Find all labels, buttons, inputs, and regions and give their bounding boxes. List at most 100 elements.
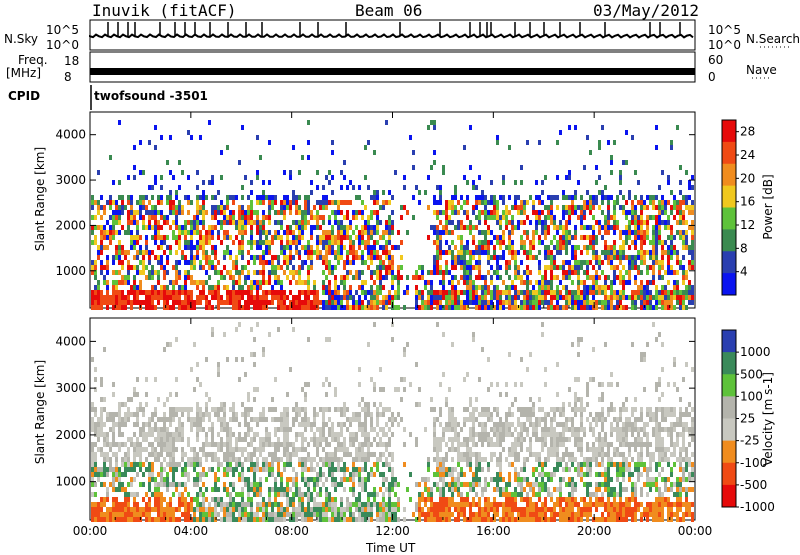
- velocity-cell: [274, 432, 277, 437]
- power-cell: [610, 300, 613, 305]
- power-cell: [373, 190, 376, 195]
- power-cell: [499, 235, 502, 240]
- velocity-cell: [370, 502, 373, 507]
- velocity-cell: [136, 502, 139, 507]
- velocity-cell: [97, 512, 100, 517]
- power-cell: [235, 280, 238, 285]
- velocity-cell: [391, 467, 394, 472]
- power-cell: [460, 305, 463, 310]
- velocity-cell: [91, 407, 94, 412]
- power-cell: [163, 220, 166, 225]
- power-cell: [340, 230, 343, 235]
- velocity-cell: [364, 452, 367, 457]
- power-cell: [682, 230, 685, 235]
- power-cell: [454, 255, 457, 260]
- power-cell: [286, 260, 289, 265]
- power-cell: [391, 285, 394, 290]
- power-cell: [394, 245, 397, 250]
- velocity-cell: [118, 482, 121, 487]
- power-cell: [190, 225, 193, 230]
- velocity-cell: [283, 412, 286, 417]
- velocity-cell: [160, 492, 163, 497]
- power-cell: [565, 235, 568, 240]
- velocity-cell: [184, 462, 187, 467]
- power-cell: [511, 220, 514, 225]
- velocity-cell: [121, 472, 124, 477]
- velocity-cell: [373, 387, 376, 392]
- velocity-cell: [388, 467, 391, 472]
- velocity-cell: [337, 457, 340, 462]
- velocity-cell: [289, 442, 292, 447]
- power-cell: [196, 185, 199, 190]
- power-cell: [457, 210, 460, 215]
- power-cell: [571, 250, 574, 255]
- power-cell: [652, 295, 655, 300]
- power-cell: [556, 205, 559, 210]
- power-cell: [370, 245, 373, 250]
- power-cell: [607, 285, 610, 290]
- power-cell: [340, 200, 343, 205]
- power-cell: [499, 300, 502, 305]
- velocity-cell: [286, 442, 289, 447]
- power-cell: [133, 265, 136, 270]
- power-cell: [187, 210, 190, 215]
- velocity-cell: [424, 497, 427, 502]
- power-cell: [649, 265, 652, 270]
- power-cell: [259, 300, 262, 305]
- power-cell: [325, 245, 328, 250]
- power-cell: [418, 295, 421, 300]
- power-cell: [442, 225, 445, 230]
- velocity-cell: [340, 497, 343, 502]
- power-cell: [379, 260, 382, 265]
- power-cell: [373, 250, 376, 255]
- power-cell: [652, 305, 655, 310]
- power-cell: [532, 230, 535, 235]
- power-cell: [313, 305, 316, 310]
- power-cell: [616, 255, 619, 260]
- velocity-cell: [133, 387, 136, 392]
- power-cell: [517, 265, 520, 270]
- velocity-cell: [394, 502, 397, 507]
- velocity-cell: [361, 512, 364, 517]
- velocity-cell: [445, 467, 448, 472]
- power-cell: [349, 220, 352, 225]
- velocity-cell: [391, 417, 394, 422]
- power-cell: [196, 225, 199, 230]
- power-cell: [628, 190, 631, 195]
- power-cell: [373, 270, 376, 275]
- power-cell: [646, 265, 649, 270]
- power-cell: [238, 275, 241, 280]
- power-cell: [541, 230, 544, 235]
- power-cell: [418, 265, 421, 270]
- power-cell: [307, 155, 310, 160]
- velocity-cell: [211, 452, 214, 457]
- power-cell: [238, 270, 241, 275]
- velocity-cell: [259, 467, 262, 472]
- power-cell: [565, 230, 568, 235]
- power-cell: [664, 200, 667, 205]
- power-cell: [445, 295, 448, 300]
- power-cell: [415, 295, 418, 300]
- power-cell: [571, 200, 574, 205]
- velocity-cell: [232, 507, 235, 512]
- velocity-cell: [118, 447, 121, 452]
- power-cell: [178, 225, 181, 230]
- velocity-cell: [139, 447, 142, 452]
- velocity-cell: [112, 512, 115, 517]
- power-cell: [268, 230, 271, 235]
- velocity-cell: [436, 482, 439, 487]
- velocity-cell: [433, 437, 436, 442]
- velocity-cell: [97, 502, 100, 507]
- power-cell: [115, 205, 118, 210]
- velocity-cell: [310, 437, 313, 442]
- velocity-cell: [451, 502, 454, 507]
- velocity-cell: [148, 452, 151, 457]
- power-cell: [325, 260, 328, 265]
- power-cell: [337, 200, 340, 205]
- power-cell: [211, 265, 214, 270]
- power-cell: [139, 280, 142, 285]
- power-cell: [667, 255, 670, 260]
- power-cell: [646, 285, 649, 290]
- power-cell: [526, 300, 529, 305]
- power-cell: [457, 280, 460, 285]
